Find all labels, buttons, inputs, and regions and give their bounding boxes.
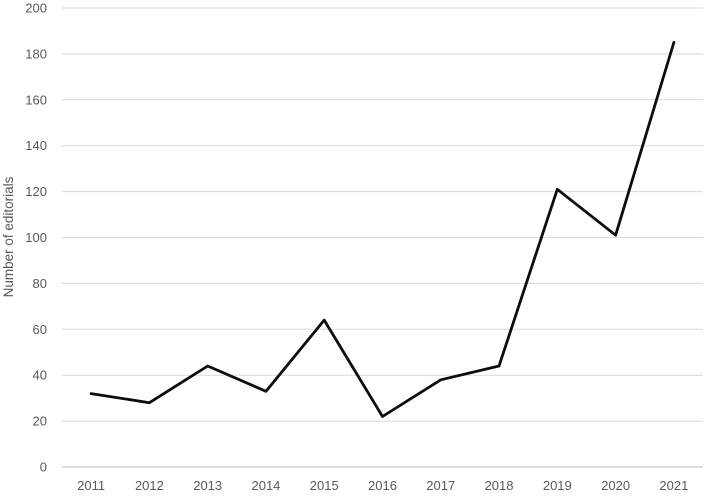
gridlines (62, 7, 703, 468)
x-tick-label: 2019 (543, 478, 572, 493)
x-tick-label: 2015 (310, 478, 339, 493)
y-tick-label: 180 (25, 46, 47, 61)
x-tick-label: 2014 (251, 478, 280, 493)
y-tick-label: 20 (33, 414, 47, 429)
x-tick-label: 2011 (77, 478, 105, 493)
y-axis-tick-labels: 0 20 40 60 80 100 120 140 160 180 200 (25, 1, 47, 475)
x-tick-label: 2021 (659, 478, 688, 493)
y-tick-label: 120 (25, 184, 47, 199)
x-tick-label: 2012 (135, 478, 164, 493)
y-tick-label: 40 (33, 368, 47, 383)
data-series-line (89, 41, 676, 418)
x-axis-tick-labels: 2011 2012 2013 2014 2015 2016 2017 2018 2019 2020… (77, 478, 688, 493)
x-tick-label: 2017 (426, 478, 455, 493)
y-tick-label: 0 (40, 460, 47, 475)
x-tick-label: 2018 (485, 478, 514, 493)
y-tick-label: 100 (25, 230, 47, 245)
x-tick-label: 2013 (193, 478, 222, 493)
y-tick-label: 200 (25, 1, 47, 16)
y-tick-label: 140 (25, 138, 47, 153)
y-axis-title: Number of editorials (1, 176, 16, 297)
y-tick-label: 80 (33, 276, 47, 291)
y-tick-label: 60 (33, 322, 47, 337)
x-tick-label: 2020 (601, 478, 630, 493)
x-tick-label: 2016 (368, 478, 397, 493)
y-tick-label: 160 (25, 92, 47, 107)
